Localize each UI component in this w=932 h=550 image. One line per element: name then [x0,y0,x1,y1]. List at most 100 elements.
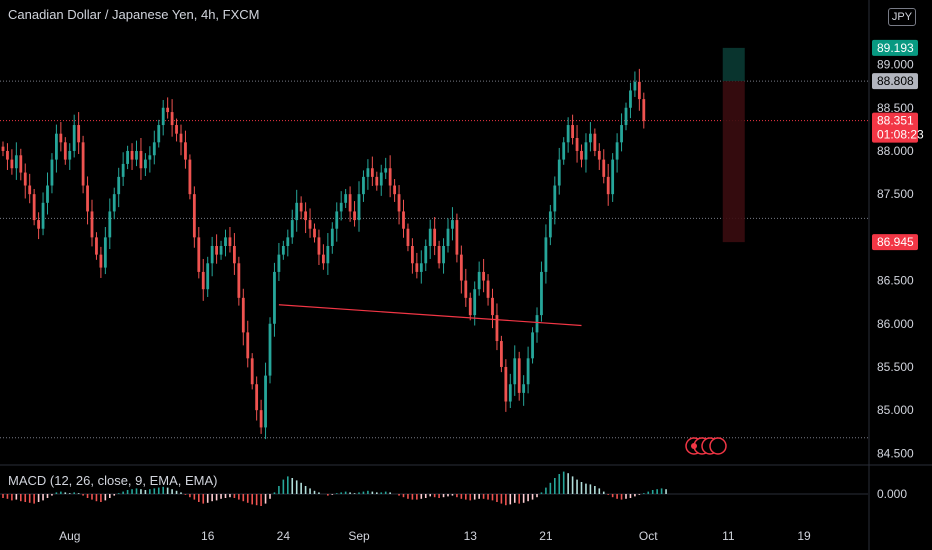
candle-body [259,410,263,428]
x-tick-label: Aug [59,529,80,543]
candle-body [477,271,481,290]
candle-body [522,384,526,393]
countdown-label: 01:08:23 [877,128,924,142]
candle-body [148,155,152,160]
candle-body [553,185,557,212]
price-tag [872,39,918,56]
candle-body [606,176,610,195]
candle-body [250,358,254,385]
candle-body [210,246,214,264]
chart-title: Canadian Dollar / Japanese Yen, 4h, FXCM [8,7,260,22]
candle-body [379,172,383,186]
candle-body [562,142,566,160]
candle-body [188,159,192,195]
x-tick-label: 13 [464,529,478,543]
candle-body [615,142,619,160]
price-tag-label: 88.351 [877,114,914,128]
macd-indicator-title: MACD (12, 26, close, 9, EMA, EMA) [8,473,218,488]
candle-body [304,211,307,221]
candle-body [273,271,276,324]
x-tick-label: Sep [348,529,370,543]
candle-body [170,112,174,126]
candle-body [540,271,543,316]
event-marker-icon [709,437,727,455]
candle-body [166,107,170,113]
candle-body [611,159,615,195]
candle-body [411,246,414,264]
position-target-zone [722,47,745,82]
candle-body [144,159,147,169]
candle-body [535,315,539,333]
candle-body [32,194,36,221]
price-tag [872,112,918,143]
candle-body [224,237,227,246]
candle-body [366,168,370,177]
x-tick-label: Oct [639,529,658,543]
candle-body [526,358,530,385]
candle-body [473,289,477,316]
candle-body [184,142,187,160]
price-tag [872,234,918,251]
candle-body [228,237,232,246]
candle-body [393,185,396,195]
x-tick-label: 24 [277,529,291,543]
price-tag-label: 89.193 [877,41,914,55]
y-tick-label: 87.500 [877,187,914,201]
candle-body [237,263,241,298]
candle-body [455,220,459,255]
candle-body [219,246,223,255]
candle-body [1,146,5,151]
candle-body [10,159,14,169]
candle-body [344,194,348,203]
y-tick-label: 86.500 [877,274,914,288]
candle-body [135,150,138,160]
candle-body [112,194,116,212]
candle-body [491,297,494,316]
trend-line [278,304,582,327]
candle-body [108,211,112,238]
candle-body [406,228,410,246]
candle-body [46,185,49,203]
candle-body [557,159,561,186]
candle-body [402,211,405,229]
candle-body [157,125,161,143]
candle-body [580,150,583,160]
candle-body [19,155,23,173]
candle-body [175,125,178,134]
x-tick-label: 19 [797,529,811,543]
candle-body [264,375,267,428]
candle-body [451,220,454,229]
candle-body [637,81,641,100]
candle-body [544,237,548,272]
macd-zero-label: 0.000 [877,487,907,501]
candle-body [468,297,472,316]
candle-body [95,237,98,255]
price-tag-label: 88.808 [877,74,914,88]
candle-body [55,133,58,160]
candle-body [139,150,143,169]
candle-body [388,168,392,186]
candle-body [589,133,592,143]
candle-body [14,155,18,169]
candle-body [23,172,27,186]
candle-body [482,271,485,281]
candle-body [192,194,196,238]
candle-body [59,133,63,143]
candle-body [86,185,89,212]
candle-body [446,228,450,246]
candle-body [602,159,606,177]
currency-button[interactable]: JPY [888,8,916,26]
candle-body [597,150,601,160]
candle-body [566,125,570,143]
candle-body [495,315,499,342]
candle-body [215,246,218,255]
candle-body [28,185,32,195]
candle-body [504,366,508,402]
candle-body [63,142,67,160]
candle-body [161,107,165,126]
candle-body [286,237,290,246]
candle-body [117,176,121,195]
candle-body [335,211,339,229]
candle-body [37,220,40,229]
